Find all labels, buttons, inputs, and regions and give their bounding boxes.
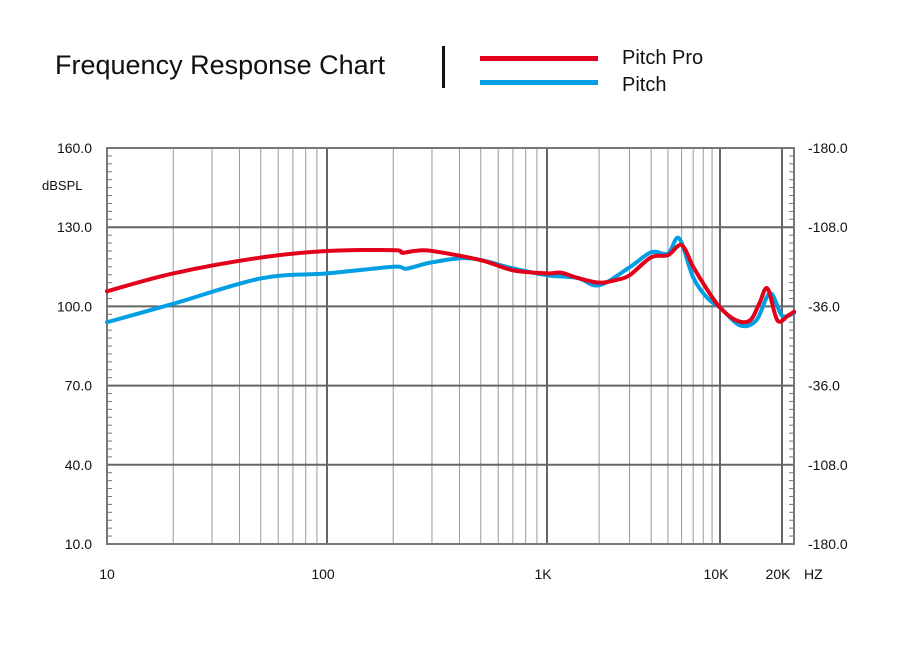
chart-title: Frequency Response Chart: [55, 50, 386, 80]
y-axis-label: dBSPL: [42, 178, 82, 193]
y2-tick-label: -108.0: [808, 219, 848, 235]
y-tick-label: 40.0: [65, 457, 92, 473]
x-tick-label: 1K: [534, 566, 552, 582]
y2-tick-label: -108.0: [808, 457, 848, 473]
title-separator: [442, 46, 445, 88]
legend-swatch-pitch: [480, 80, 598, 85]
y-tick-label: 10.0: [65, 536, 92, 552]
y-tick-label: 100.0: [57, 298, 92, 314]
legend-label-pitch-pro: Pitch Pro: [622, 47, 704, 69]
plot-frame: [106, 147, 795, 545]
x-tick-label: 10K: [704, 566, 730, 582]
y-tick-label: 130.0: [57, 219, 92, 235]
y-tick-label: 70.0: [65, 378, 92, 394]
legend-label-pitch: Pitch: [622, 74, 667, 96]
x-tick-label: 100: [311, 566, 335, 582]
series-line-pitch: [105, 235, 796, 329]
y2-tick-label: -180.0: [808, 140, 848, 156]
x-axis-unit: HZ: [804, 566, 823, 582]
y2-tick-label: -36.0: [808, 378, 840, 394]
y2-tick-label: -180.0: [808, 536, 848, 552]
x-tick-label: 20K: [766, 566, 792, 582]
series-line-pitch-pro: [105, 242, 796, 325]
x-tick-label: 10: [99, 566, 115, 582]
legend-swatch-pitch-pro: [480, 56, 598, 61]
y-tick-label: 160.0: [57, 140, 92, 156]
y2-tick-label: -36.0: [808, 298, 840, 314]
